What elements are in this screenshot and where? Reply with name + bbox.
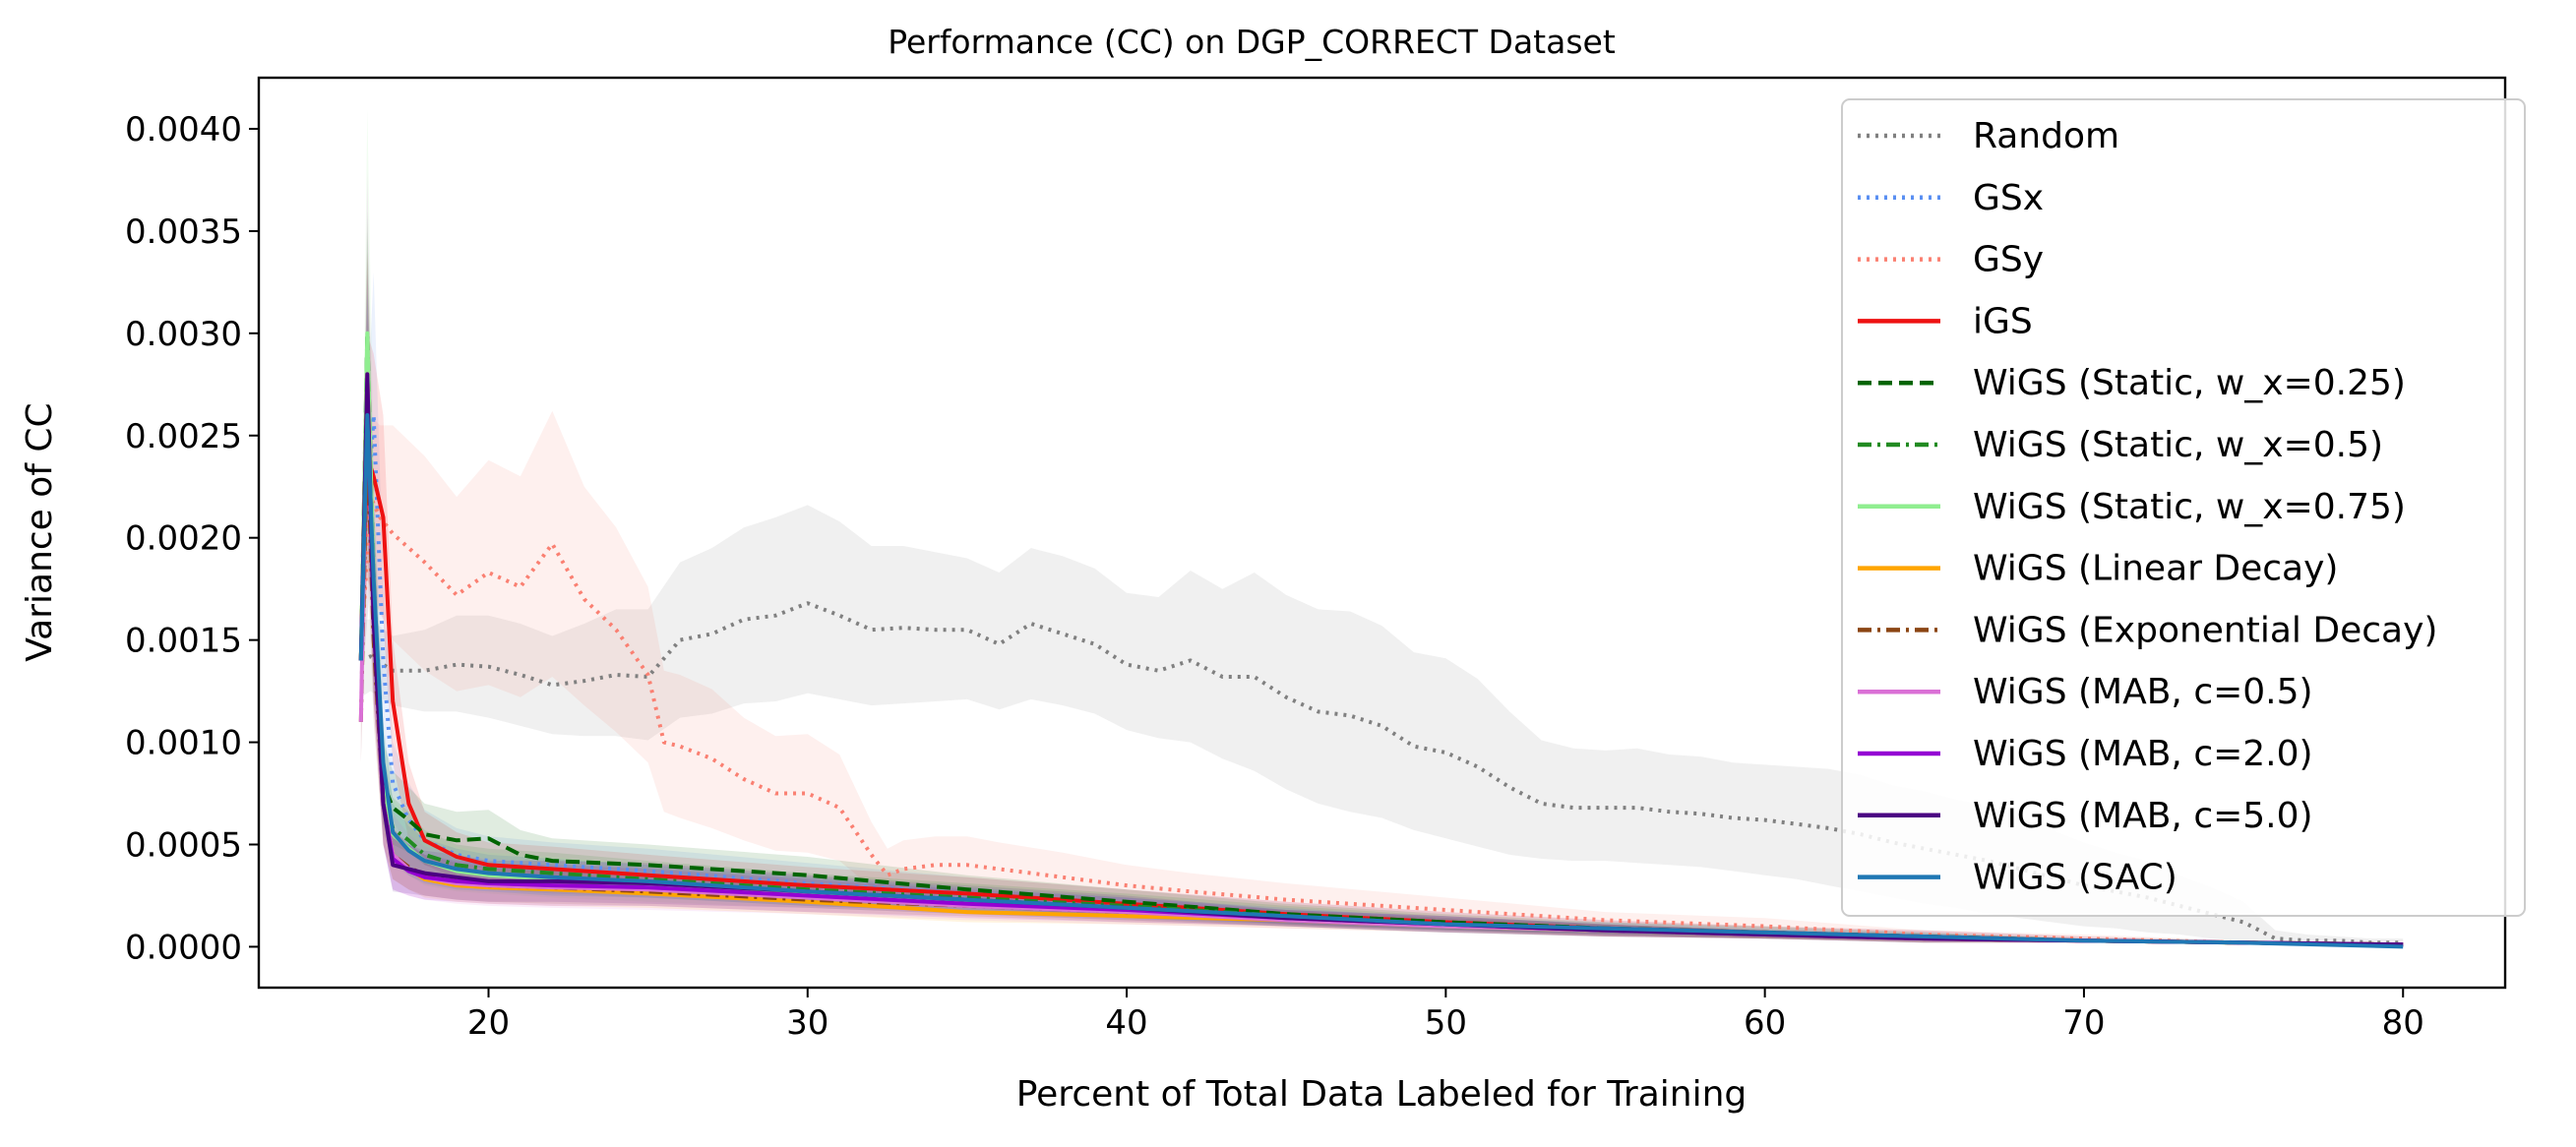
x-tick-label: 60	[1744, 1003, 1786, 1043]
x-tick-label: 20	[467, 1003, 510, 1043]
legend-label: Random	[1973, 116, 2119, 156]
legend-label: WiGS (Static, w_x=0.75)	[1973, 487, 2406, 527]
band-gsy	[360, 410, 2404, 947]
y-tick-label: 0.0030	[125, 315, 242, 354]
legend-label: WiGS (Static, w_x=0.25)	[1973, 363, 2406, 403]
legend-item-wigs-static-w-x-0-75: WiGS (Static, w_x=0.75)	[1858, 487, 2406, 527]
y-tick-label: 0.0025	[125, 417, 242, 456]
x-tick-label: 40	[1105, 1003, 1147, 1043]
x-tick-label: 80	[2382, 1003, 2424, 1043]
band-wigs-static-w-x-0-75	[360, 108, 2404, 947]
legend-label: WiGS (MAB, c=0.5)	[1973, 672, 2313, 712]
band-wigs-static-w-x-0-25	[360, 211, 2404, 947]
legend-item-wigs-static-w-x-0-5: WiGS (Static, w_x=0.5)	[1858, 425, 2383, 465]
legend-item-wigs-sac: WiGS (SAC)	[1858, 858, 2177, 898]
legend-item-wigs-linear-decay: WiGS (Linear Decay)	[1858, 549, 2338, 589]
series-lines	[358, 331, 2404, 949]
y-tick-label: 0.0035	[125, 212, 242, 252]
legend-label: iGS	[1973, 301, 2033, 341]
x-axis-ticks: 20 30 40 50 60 70 80	[467, 988, 2424, 1043]
x-axis-label: Percent of Total Data Labeled for Traini…	[1016, 1074, 1748, 1115]
legend-label: WiGS (Static, w_x=0.5)	[1973, 425, 2383, 465]
legend-item-random: Random	[1858, 116, 2119, 156]
legend-label: GSx	[1973, 178, 2044, 218]
y-tick-label: 0.0040	[125, 110, 242, 150]
y-tick-label: 0.0015	[125, 622, 242, 661]
legend-label: WiGS (Exponential Decay)	[1973, 610, 2437, 650]
legend: Random GSx GSy iGS WiGS (Static, w_x=0.25) Wi…	[1841, 98, 2526, 917]
series-line-random	[360, 601, 2404, 945]
y-axis-label: Variance of CC	[20, 402, 60, 661]
legend-item-wigs-mab-c-5-0: WiGS (MAB, c=5.0)	[1858, 796, 2313, 836]
legend-item-wigs-mab-c-0-5: WiGS (MAB, c=0.5)	[1858, 672, 2313, 712]
y-tick-label: 0.0005	[125, 825, 242, 865]
legend-box	[1841, 98, 2526, 917]
legend-item-wigs-mab-c-2-0: WiGS (MAB, c=2.0)	[1858, 734, 2313, 774]
x-tick-label: 70	[2062, 1003, 2105, 1043]
chart-title: Performance (CC) on DGP_CORRECT Dataset	[888, 23, 1616, 61]
legend-label: WiGS (MAB, c=5.0)	[1973, 796, 2313, 836]
series-line-gsy	[358, 495, 2404, 947]
series-line-wigs-exponential-decay	[358, 433, 2404, 947]
legend-item-wigs-exponential-decay: WiGS (Exponential Decay)	[1858, 610, 2437, 650]
legend-label: WiGS (SAC)	[1973, 858, 2177, 898]
legend-label: WiGS (MAB, c=2.0)	[1973, 734, 2313, 774]
y-tick-label: 0.0000	[125, 928, 242, 967]
legend-label: GSy	[1973, 240, 2044, 280]
y-axis-ticks: 0.0000 0.0005 0.0010 0.0015 0.0020 0.0025 0.00…	[125, 110, 259, 967]
legend-item-gsy: GSy	[1858, 240, 2044, 280]
series-line-wigs-sac	[358, 413, 2404, 949]
band-wigs-static-w-x-0-5	[360, 230, 2404, 947]
x-tick-label: 30	[786, 1003, 828, 1043]
legend-item-gsx: GSx	[1858, 178, 2044, 218]
y-tick-label: 0.0020	[125, 519, 242, 559]
legend-item-wigs-static-w-x-0-25: WiGS (Static, w_x=0.25)	[1858, 363, 2406, 403]
legend-item-igs: iGS	[1858, 301, 2033, 341]
y-tick-label: 0.0010	[125, 724, 242, 763]
legend-label: WiGS (Linear Decay)	[1973, 549, 2338, 589]
x-tick-label: 50	[1425, 1003, 1467, 1043]
